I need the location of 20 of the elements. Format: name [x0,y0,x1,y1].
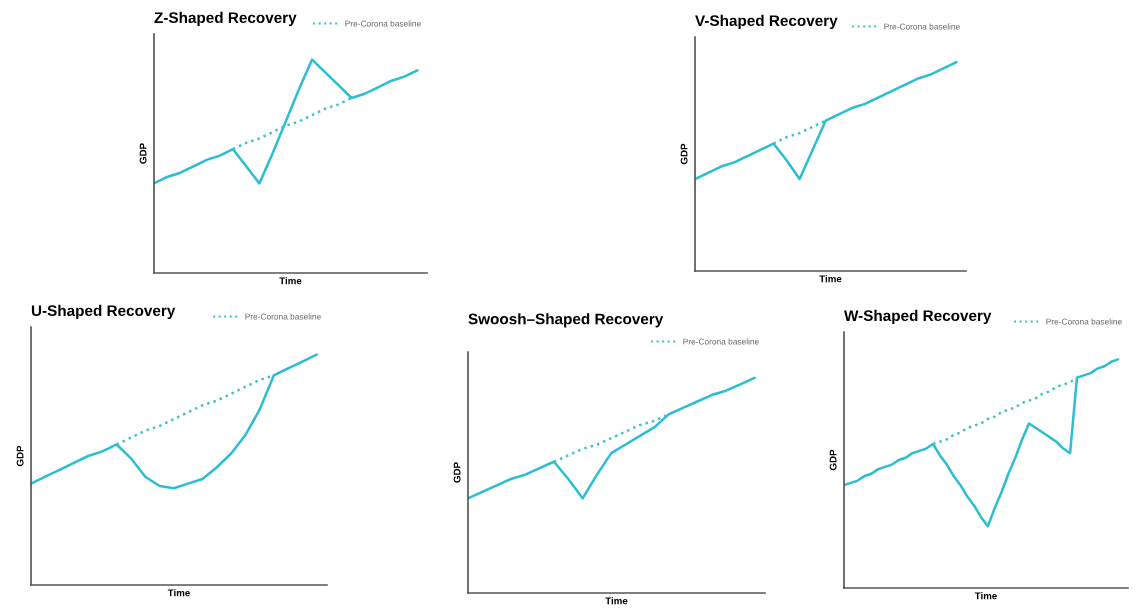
chart-title: U-Shaped Recovery [31,304,176,320]
y-axis-title: GDP [829,449,837,471]
x-axis-title: Time [974,592,997,600]
y-axis-title: GDP [680,143,688,165]
x-axis-title: Time [819,275,842,283]
legend-label: Pre-Corona baseline [884,23,960,30]
y-axis-title: GDP [139,143,147,164]
chart-title: W-Shaped Recovery [844,309,992,325]
x-axis-title: Time [605,597,628,605]
y-axis-title: GDP [16,445,24,467]
chart-title: Swoosh–Shaped Recovery [468,313,664,328]
x-axis-title: Time [279,277,302,285]
legend-label: Pre-Corona baseline [1046,318,1122,325]
y-axis-title: GDP [453,462,461,483]
chart-title: V-Shaped Recovery [695,14,838,30]
legend-label: Pre-Corona baseline [345,20,421,27]
chart-title: Z-Shaped Recovery [154,11,297,27]
x-axis-title: Time [167,589,190,597]
legend-label: Pre-Corona baseline [245,313,321,320]
legend-label: Pre-Corona baseline [683,338,759,345]
